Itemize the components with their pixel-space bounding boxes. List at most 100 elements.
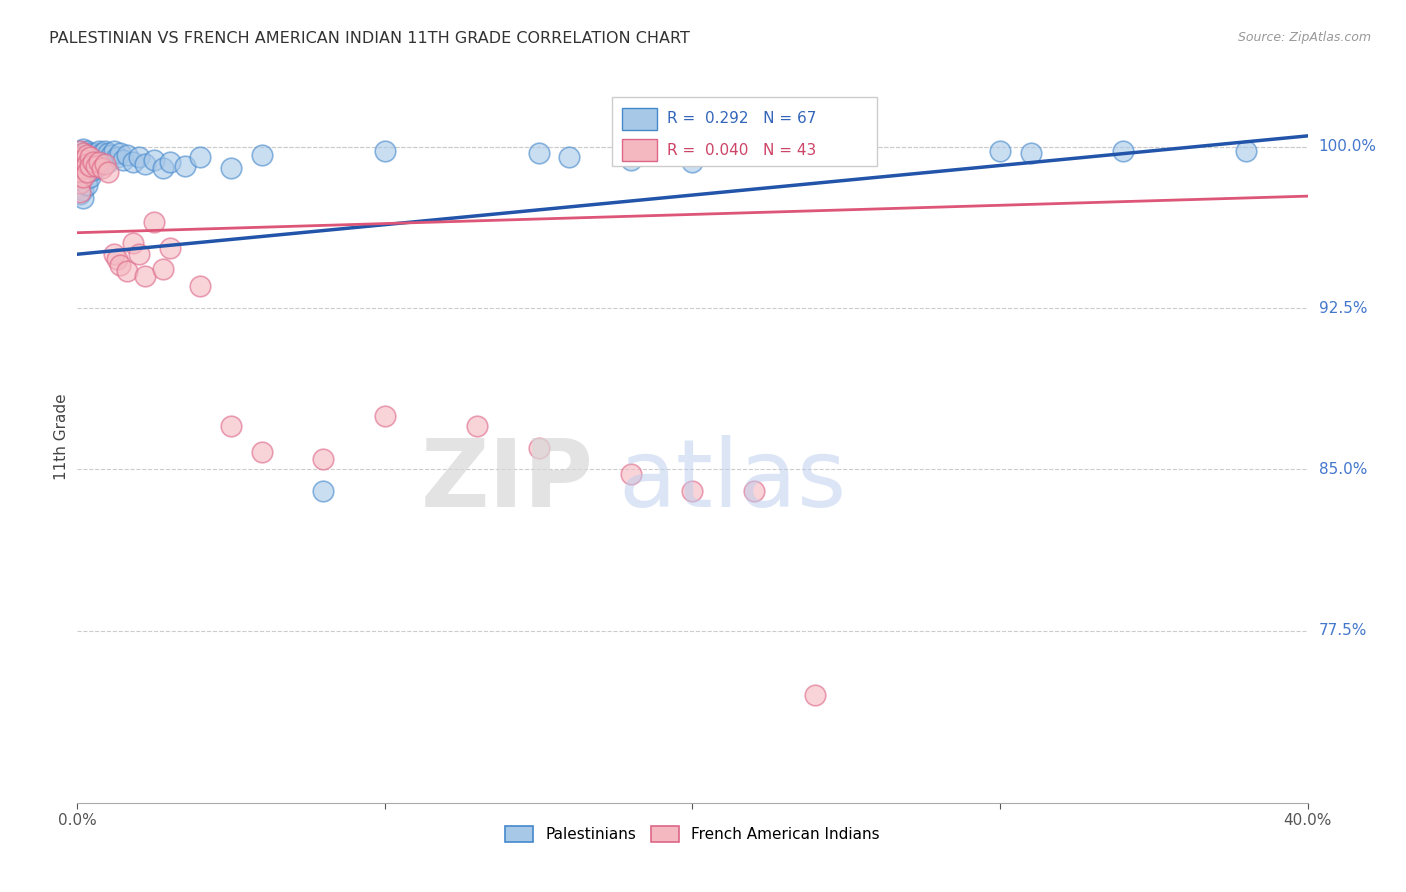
Point bbox=[69, 168, 91, 182]
Point bbox=[76, 157, 98, 171]
Point bbox=[105, 150, 128, 164]
Point bbox=[134, 268, 156, 283]
Point bbox=[69, 174, 91, 188]
Point bbox=[152, 262, 174, 277]
Text: ZIP: ZIP bbox=[422, 435, 595, 527]
Point bbox=[69, 150, 91, 164]
Point bbox=[79, 150, 101, 164]
Point bbox=[72, 154, 94, 169]
Point bbox=[110, 146, 132, 161]
Point bbox=[82, 154, 104, 169]
Text: R =  0.292   N = 67: R = 0.292 N = 67 bbox=[666, 112, 815, 127]
Text: 100.0%: 100.0% bbox=[1319, 139, 1376, 154]
Point bbox=[620, 467, 643, 481]
Point bbox=[94, 144, 117, 158]
Point bbox=[82, 154, 104, 169]
Point bbox=[804, 688, 827, 702]
Point bbox=[72, 191, 94, 205]
Point bbox=[90, 146, 114, 161]
Point bbox=[69, 161, 91, 176]
Text: 77.5%: 77.5% bbox=[1319, 624, 1367, 638]
Point bbox=[159, 241, 181, 255]
Point bbox=[69, 157, 91, 171]
Point bbox=[174, 159, 197, 173]
Point bbox=[103, 247, 125, 261]
Point bbox=[988, 144, 1011, 158]
Point bbox=[110, 258, 132, 272]
Point bbox=[1112, 144, 1135, 158]
Point bbox=[121, 236, 143, 251]
Point bbox=[94, 157, 117, 171]
Point bbox=[69, 186, 91, 201]
Point bbox=[682, 154, 704, 169]
Point bbox=[69, 144, 91, 158]
Point bbox=[128, 247, 150, 261]
Point bbox=[84, 153, 107, 167]
Text: 92.5%: 92.5% bbox=[1319, 301, 1367, 316]
Point bbox=[76, 172, 98, 186]
Point bbox=[527, 441, 550, 455]
Point bbox=[742, 483, 765, 498]
Point bbox=[69, 185, 91, 199]
Point bbox=[72, 161, 94, 176]
Point bbox=[115, 148, 138, 162]
Point bbox=[128, 150, 150, 164]
Point bbox=[76, 163, 98, 178]
Point bbox=[250, 445, 273, 459]
Point bbox=[250, 148, 273, 162]
Point bbox=[72, 153, 94, 167]
Point bbox=[1019, 146, 1042, 161]
Point bbox=[69, 180, 91, 194]
Point bbox=[72, 146, 94, 161]
Point bbox=[143, 153, 166, 167]
Point bbox=[76, 165, 98, 179]
Point bbox=[69, 163, 91, 178]
Point bbox=[97, 154, 120, 169]
Point bbox=[90, 154, 114, 169]
Point bbox=[620, 153, 643, 167]
Point bbox=[527, 146, 550, 161]
Point bbox=[72, 142, 94, 156]
Text: atlas: atlas bbox=[619, 435, 846, 527]
Text: PALESTINIAN VS FRENCH AMERICAN INDIAN 11TH GRADE CORRELATION CHART: PALESTINIAN VS FRENCH AMERICAN INDIAN 11… bbox=[49, 31, 690, 46]
Point bbox=[69, 176, 91, 190]
Point bbox=[72, 174, 94, 188]
Point bbox=[134, 157, 156, 171]
Point bbox=[100, 148, 122, 162]
Point bbox=[90, 161, 114, 176]
Y-axis label: 11th Grade: 11th Grade bbox=[53, 393, 69, 481]
Point bbox=[143, 215, 166, 229]
Point bbox=[312, 451, 335, 466]
Point bbox=[69, 144, 91, 158]
Point bbox=[219, 419, 242, 434]
Point bbox=[76, 178, 98, 193]
Point bbox=[105, 252, 128, 266]
Text: Source: ZipAtlas.com: Source: ZipAtlas.com bbox=[1237, 31, 1371, 45]
Point bbox=[79, 159, 101, 173]
Point bbox=[87, 154, 110, 169]
Point bbox=[121, 154, 143, 169]
FancyBboxPatch shape bbox=[623, 108, 657, 130]
Point bbox=[97, 146, 120, 161]
Point bbox=[97, 165, 120, 179]
Point bbox=[465, 419, 488, 434]
Legend: Palestinians, French American Indians: Palestinians, French American Indians bbox=[498, 819, 887, 850]
FancyBboxPatch shape bbox=[623, 139, 657, 161]
Point bbox=[69, 148, 91, 162]
Point bbox=[76, 148, 98, 162]
Point bbox=[682, 483, 704, 498]
Point bbox=[87, 144, 110, 158]
Text: R =  0.040   N = 43: R = 0.040 N = 43 bbox=[666, 143, 815, 158]
Point bbox=[84, 159, 107, 173]
Point bbox=[188, 279, 212, 293]
Point bbox=[79, 153, 101, 167]
Point bbox=[82, 163, 104, 178]
Point bbox=[374, 409, 396, 423]
Point bbox=[112, 153, 135, 167]
Point bbox=[72, 148, 94, 162]
Point bbox=[72, 183, 94, 197]
Point bbox=[79, 169, 101, 184]
Point bbox=[76, 144, 98, 158]
Point bbox=[374, 144, 396, 158]
Point bbox=[82, 148, 104, 162]
